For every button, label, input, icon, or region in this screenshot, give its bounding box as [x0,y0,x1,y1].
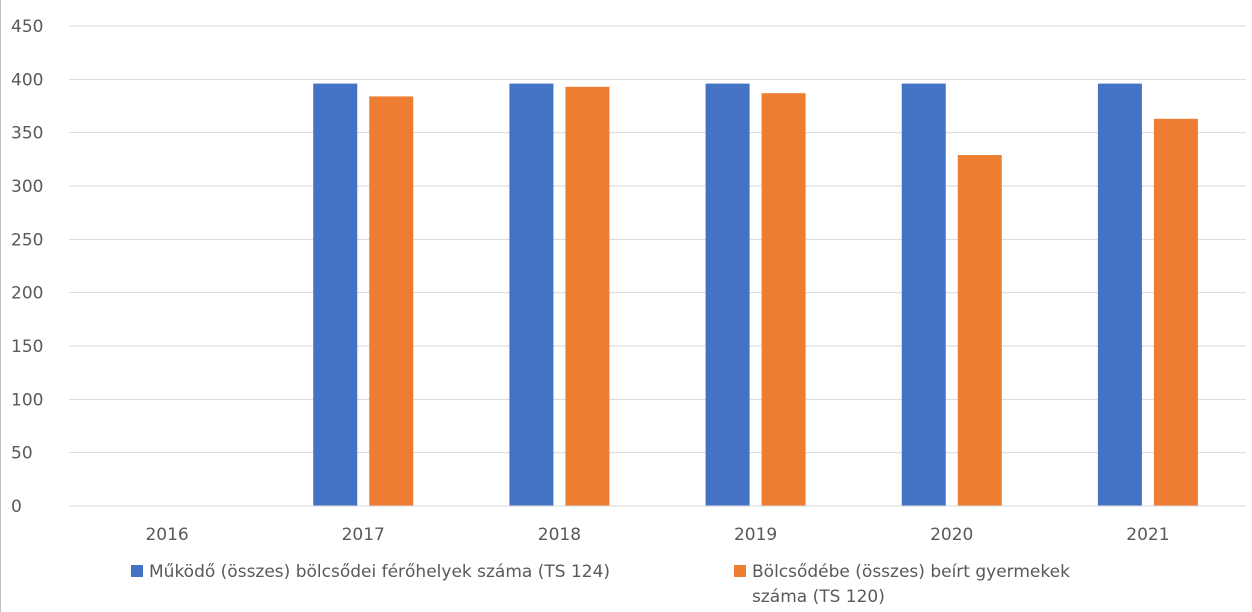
bars [313,83,1198,507]
y-tick-label: 200 [11,284,43,304]
y-tick-label: 50 [11,444,33,464]
y-axis-tick-labels: 0 50 100 150 200 250 300 350 400 450 [11,17,43,517]
bar-beirt-gyermekek-2017 [369,96,414,507]
bar-beirt-gyermekek-2021 [1153,118,1198,507]
bar-ferohelyek-2018 [509,83,554,506]
y-tick-label: 300 [11,177,43,197]
x-tick-label: 2020 [930,525,973,545]
bar-ferohelyek-2020 [901,83,946,506]
x-tick-label: 2017 [342,525,385,545]
legend-swatch [734,565,746,577]
legend-label: Működő (összes) bölcsődei férőhelyek szá… [149,562,610,582]
x-tick-label: 2016 [145,525,188,545]
y-tick-label: 150 [11,337,43,357]
bar-ferohelyek-2017 [313,83,358,506]
x-tick-label: 2018 [538,525,581,545]
x-axis-tick-labels: 2016 2017 2018 2019 2020 2021 [145,525,1169,545]
bar-beirt-gyermekek-2020 [957,155,1002,507]
y-tick-label: 100 [11,390,43,410]
y-tick-label: 350 [11,124,43,144]
gridlines [69,25,1246,454]
x-tick-label: 2019 [734,525,777,545]
legend-swatch [131,565,143,577]
bar-ferohelyek-2021 [1097,83,1142,506]
y-tick-label: 400 [11,70,43,90]
y-tick-label: 250 [11,230,43,250]
x-tick-label: 2021 [1126,525,1169,545]
y-tick-label: 0 [11,497,22,517]
bar-beirt-gyermekek-2018 [565,86,610,507]
y-tick-label: 450 [11,17,43,37]
bar-ferohelyek-2019 [705,83,750,506]
legend-label: Bölcsődébe (összes) beírt gyermekek száma… [752,562,1070,607]
legend: Működő (összes) bölcsődei férőhelyek szá… [131,562,1070,607]
bar-beirt-gyermekek-2019 [761,93,806,506]
